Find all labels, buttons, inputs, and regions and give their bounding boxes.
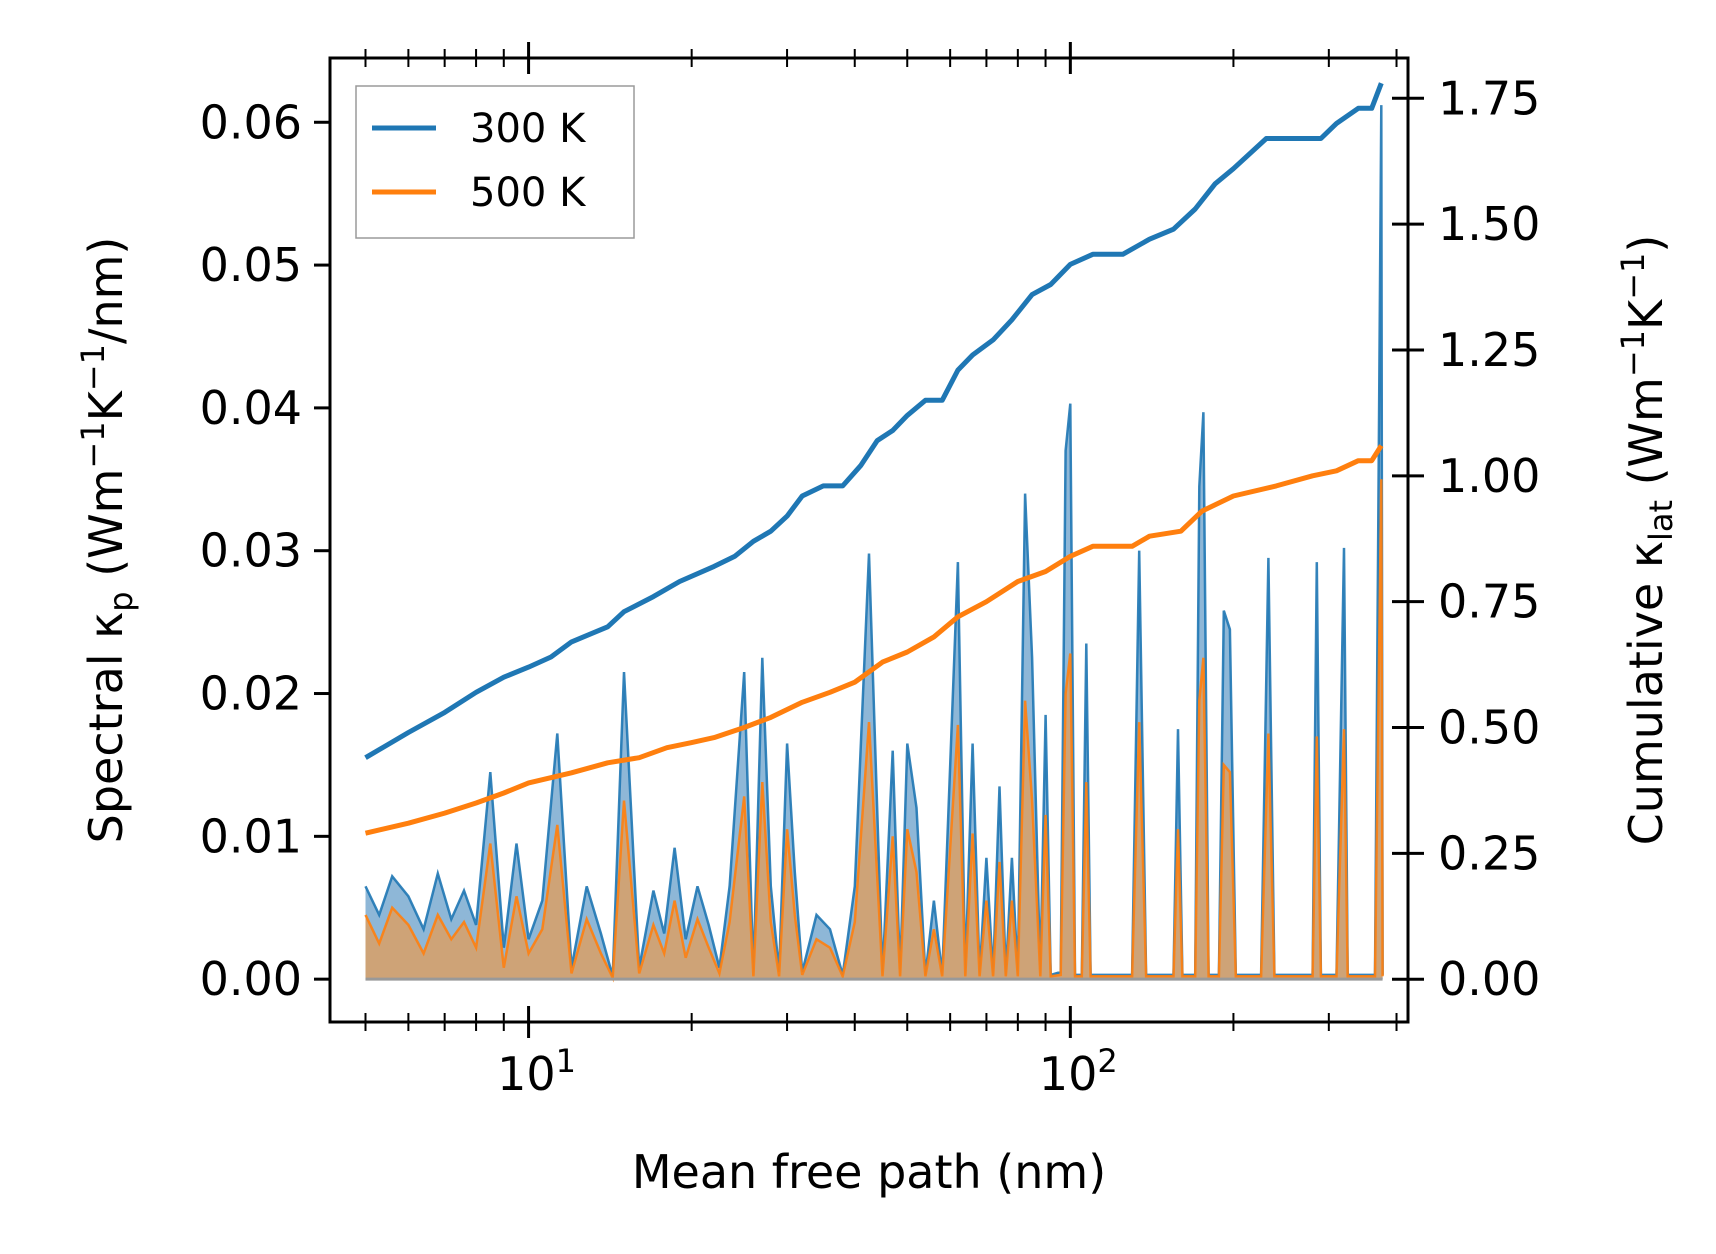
x-axis-title: Mean free path (nm) bbox=[632, 1145, 1106, 1199]
x-tick-labels: 101 102 bbox=[497, 1042, 1118, 1101]
right-y-tick-label: 0.25 bbox=[1438, 826, 1540, 880]
x-tick-base: 10 bbox=[497, 1047, 556, 1101]
right-y-tick-label: 0.50 bbox=[1438, 701, 1540, 755]
left-y-tick-label: 0.02 bbox=[200, 667, 302, 721]
right-y-tick-label: 1.50 bbox=[1438, 197, 1540, 251]
left-y-tick-label: 0.04 bbox=[200, 381, 302, 435]
cumulative-line-500k bbox=[364, 444, 1384, 836]
x-tick-exponent: 2 bbox=[1097, 1042, 1117, 1080]
right-y-tick-label: 0.75 bbox=[1438, 575, 1540, 629]
x-tick-base: 10 bbox=[1039, 1047, 1098, 1101]
right-y-tick-label: 1.25 bbox=[1438, 323, 1540, 377]
left-y-tick-label: 0.01 bbox=[200, 809, 302, 863]
cumulative-lines-layer bbox=[364, 82, 1384, 836]
legend-label-500k: 500 K bbox=[470, 170, 587, 216]
left-y-tick-label: 0.05 bbox=[200, 238, 302, 292]
left-y-tick-labels: 0.00 0.01 0.02 0.03 0.04 0.05 0.06 bbox=[200, 95, 302, 1006]
left-y-axis-title: Spectral κp (Wm−1K−1/nm) bbox=[74, 237, 140, 844]
right-y-tick-labels: 0.00 0.25 0.50 0.75 1.00 1.25 1.50 1.75 bbox=[1438, 71, 1540, 1006]
legend-box bbox=[355, 85, 635, 239]
plot-frame bbox=[328, 56, 1410, 1024]
x-tick-label: 101 bbox=[497, 1042, 576, 1101]
x-tick-exponent: 1 bbox=[556, 1042, 576, 1080]
left-y-tick-label: 0.03 bbox=[200, 524, 302, 578]
axis-ticks bbox=[314, 42, 1424, 1038]
right-y-axis-title: Cumulative κlat (Wm−1K−1) bbox=[1614, 235, 1680, 846]
x-tick-label: 102 bbox=[1039, 1042, 1118, 1101]
left-y-tick-label: 0.00 bbox=[200, 952, 302, 1006]
right-y-tick-label: 1.75 bbox=[1438, 71, 1540, 125]
cumulative-line-300k bbox=[364, 82, 1384, 760]
legend-label-300k: 300 K bbox=[470, 106, 587, 152]
right-y-tick-label: 0.00 bbox=[1438, 952, 1540, 1006]
legend: 300 K 500 K bbox=[355, 85, 635, 239]
left-y-tick-label: 0.06 bbox=[200, 95, 302, 149]
right-y-tick-label: 1.00 bbox=[1438, 449, 1540, 503]
spectral-fill-layer bbox=[364, 105, 1384, 983]
spectral-line-500k bbox=[364, 479, 1384, 983]
